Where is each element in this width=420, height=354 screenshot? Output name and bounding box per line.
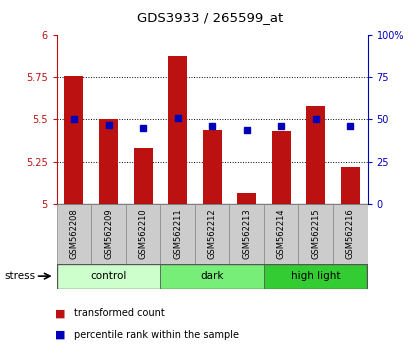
Bar [57, 264, 160, 289]
Bar [195, 204, 229, 264]
Bar [202, 130, 222, 204]
Bar [299, 204, 333, 264]
Bar [341, 166, 360, 204]
Bar [237, 193, 256, 204]
Bar [168, 56, 187, 204]
Bar [160, 264, 264, 289]
Bar [134, 148, 152, 204]
Bar [160, 204, 195, 264]
Text: control: control [90, 271, 127, 281]
Text: GSM562213: GSM562213 [242, 209, 251, 259]
Bar [99, 119, 118, 204]
Bar [57, 204, 91, 264]
Text: ■: ■ [55, 330, 65, 339]
Bar [272, 131, 291, 204]
Bar [91, 204, 126, 264]
Bar [264, 264, 368, 289]
Bar [65, 76, 84, 204]
Text: GSM562215: GSM562215 [311, 209, 320, 259]
Text: percentile rank within the sample: percentile rank within the sample [74, 330, 239, 339]
Text: ■: ■ [55, 308, 65, 318]
Text: GSM562211: GSM562211 [173, 209, 182, 259]
Bar [229, 204, 264, 264]
Text: high light: high light [291, 271, 341, 281]
Text: GDS3933 / 265599_at: GDS3933 / 265599_at [137, 11, 283, 24]
Text: GSM562216: GSM562216 [346, 209, 355, 259]
Text: GSM562208: GSM562208 [69, 209, 79, 259]
Text: stress: stress [4, 271, 35, 281]
Bar [264, 204, 299, 264]
Bar [333, 204, 368, 264]
Text: GSM562210: GSM562210 [139, 209, 147, 259]
Bar [126, 204, 160, 264]
Bar [306, 106, 325, 204]
Text: transformed count: transformed count [74, 308, 164, 318]
Text: GSM562214: GSM562214 [277, 209, 286, 259]
Text: GSM562209: GSM562209 [104, 209, 113, 259]
Text: dark: dark [200, 271, 224, 281]
Text: GSM562212: GSM562212 [207, 209, 217, 259]
